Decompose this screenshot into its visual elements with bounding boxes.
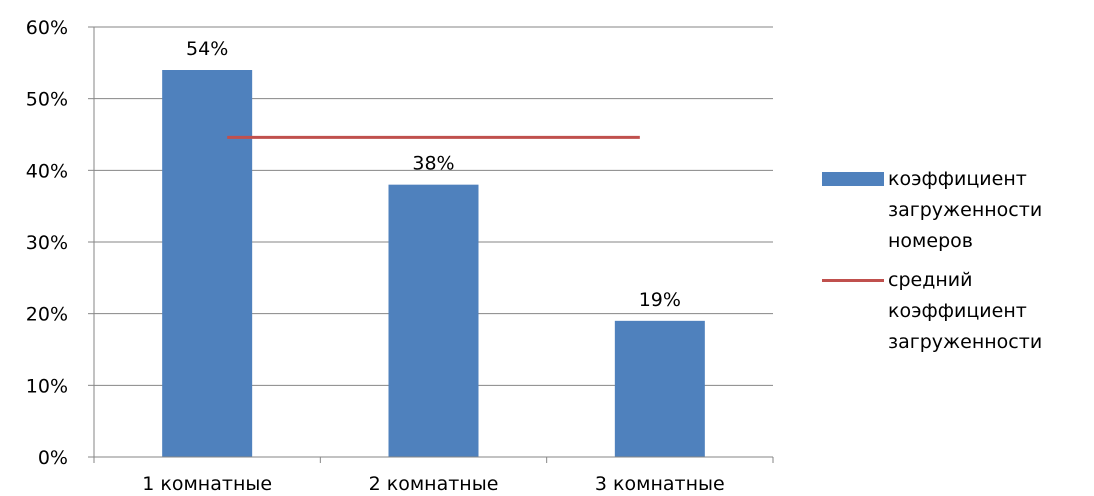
data-label: 54%: [186, 38, 228, 60]
y-tick-label: 10%: [26, 375, 68, 397]
x-tick-labels: 1 комнатные 2 комнатные 3 комнатные: [142, 473, 724, 495]
bars: [162, 70, 705, 457]
y-tick-label: 40%: [26, 160, 68, 182]
legend-swatch-line: [822, 279, 884, 282]
y-tick-label: 20%: [26, 304, 68, 326]
y-tick-label: 0%: [38, 447, 68, 469]
x-tick-label: 1 комнатные: [142, 473, 272, 495]
data-labels: 54% 38% 19%: [186, 38, 681, 311]
legend-label: коэффициент загруженности номеров: [888, 168, 1043, 252]
x-tick-label: 3 комнатные: [595, 473, 725, 495]
legend-item-bar-series: коэффициент загруженности номеров: [822, 164, 1090, 257]
data-label: 38%: [412, 153, 454, 175]
bar: [162, 70, 253, 457]
legend-label: средний коэффициент загруженности: [888, 269, 1043, 353]
legend-swatch-bar: [822, 172, 884, 186]
axes: [88, 26, 774, 463]
y-tick-label: 30%: [26, 232, 68, 254]
y-tick-labels: 0% 10% 20% 30% 40% 50% 60%: [26, 17, 68, 469]
y-tick-label: 50%: [26, 89, 68, 111]
legend: коэффициент загруженности номеров средни…: [822, 164, 1090, 366]
legend-item-line-series: средний коэффициент загруженности: [822, 265, 1090, 358]
bar: [614, 320, 705, 457]
bar: [388, 184, 479, 457]
y-tick-label: 60%: [26, 17, 68, 39]
data-label: 19%: [639, 289, 681, 311]
x-tick-label: 2 комнатные: [369, 473, 499, 495]
